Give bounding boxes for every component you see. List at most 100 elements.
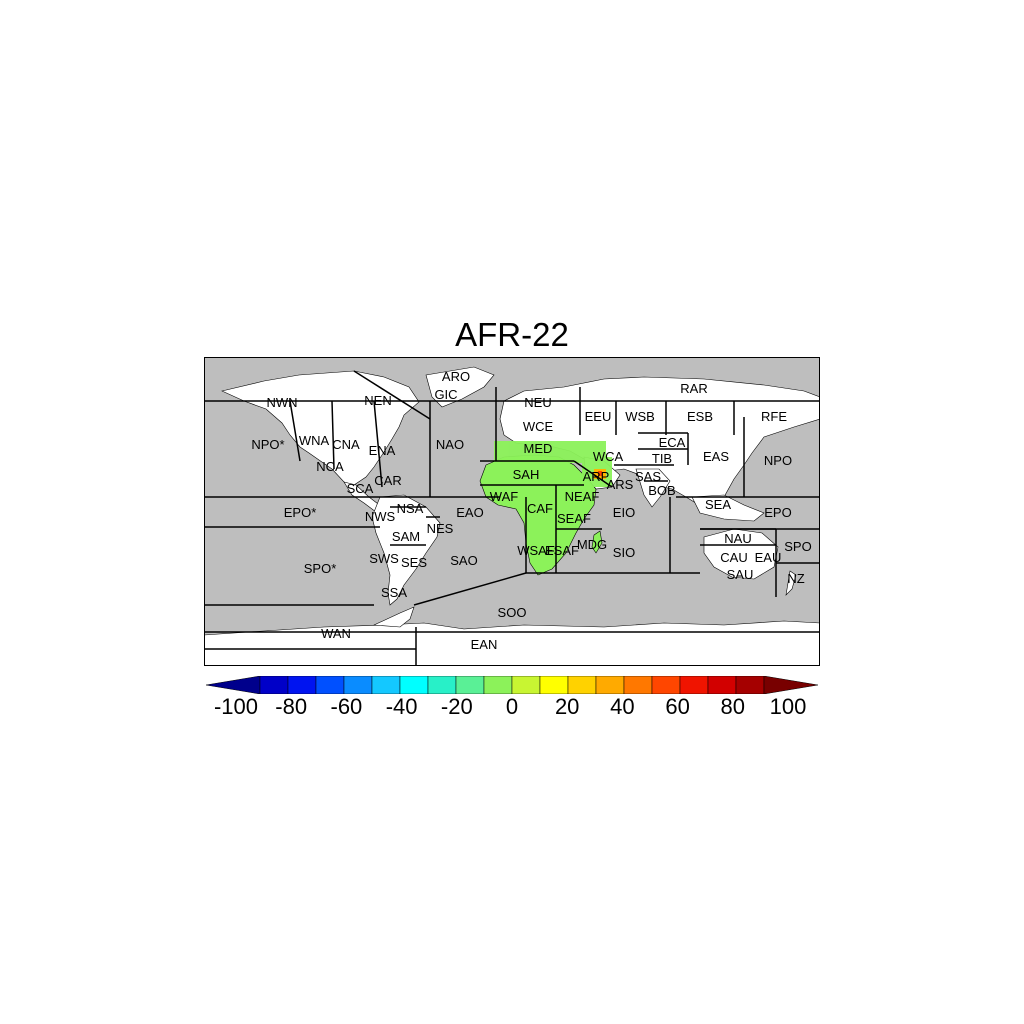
region-label: MED bbox=[524, 441, 553, 456]
region-label: EPO* bbox=[284, 505, 317, 520]
region-label: MDG bbox=[577, 537, 607, 552]
colorbar-cell bbox=[595, 676, 625, 694]
region-label: SAS bbox=[635, 469, 661, 484]
colorbar-cell bbox=[371, 676, 401, 694]
world-map: RAR ARO GIC NWN NEN NEU WCE EEU WSB ESB … bbox=[204, 357, 820, 666]
colorbar-cell bbox=[651, 676, 681, 694]
colorbar-cell bbox=[707, 676, 737, 694]
region-label: ESB bbox=[687, 409, 713, 424]
colorbar-tick-label: 60 bbox=[665, 694, 690, 719]
colorbar-tick-label: 100 bbox=[769, 694, 807, 719]
colorbar-tick-label: -20 bbox=[440, 694, 473, 719]
boundary-arp bbox=[573, 460, 613, 488]
region-label: SCA bbox=[347, 481, 374, 496]
region-label: EAN bbox=[471, 637, 498, 652]
region-label: WAN bbox=[321, 626, 351, 641]
region-label: NEN bbox=[364, 393, 391, 408]
region-label: ARP bbox=[583, 469, 610, 484]
region-label: ECA bbox=[659, 435, 686, 450]
region-label: RAR bbox=[680, 381, 707, 396]
region-label: NCA bbox=[316, 459, 344, 474]
region-label: NAU bbox=[724, 531, 751, 546]
boundary-na-north bbox=[353, 370, 431, 420]
region-label: WSB bbox=[625, 409, 655, 424]
colorbar-cell bbox=[623, 676, 653, 694]
land-australia bbox=[703, 528, 779, 580]
map-title: AFR-22 bbox=[455, 316, 569, 353]
region-label: SIO bbox=[613, 545, 635, 560]
hotspot-red-sea-core bbox=[598, 471, 602, 476]
colorbar-extend-low bbox=[206, 676, 261, 694]
region-label: EIO bbox=[613, 505, 635, 520]
map-frame bbox=[204, 357, 820, 666]
land-new-zealand bbox=[785, 570, 797, 596]
region-label: BOB bbox=[648, 483, 675, 498]
colorbar-cell bbox=[735, 676, 765, 694]
colorbar-tick-label: -60 bbox=[330, 694, 363, 719]
region-label: EAS bbox=[703, 449, 729, 464]
region-label: TIB bbox=[652, 451, 672, 466]
colorbar-cell bbox=[455, 676, 485, 694]
domain-coverage bbox=[494, 441, 612, 487]
colorbar-cell bbox=[511, 676, 541, 694]
land-north-america bbox=[221, 370, 420, 486]
region-label: NWS bbox=[365, 509, 396, 524]
region-label: WCA bbox=[593, 449, 624, 464]
region-label: SAM bbox=[392, 529, 420, 544]
boundary-na-west bbox=[289, 400, 301, 462]
region-label: NZ bbox=[787, 571, 804, 586]
colorbar-cell bbox=[567, 676, 597, 694]
region-label: CAU bbox=[720, 550, 747, 565]
colorbar-labels: -100 -80 -60 -40 -20 0 20 40 60 80 100 bbox=[0, 694, 1024, 724]
region-label: SPO* bbox=[304, 561, 337, 576]
region-boundaries bbox=[204, 370, 820, 666]
land-greenland bbox=[425, 366, 495, 408]
colorbar-cell bbox=[287, 676, 317, 694]
region-label: SEAF bbox=[557, 511, 591, 526]
region-label: SAH bbox=[513, 467, 540, 482]
hotspot-marks bbox=[594, 469, 606, 479]
colorbar bbox=[206, 676, 818, 694]
domain-north-strip bbox=[494, 441, 606, 463]
colorbar-cell bbox=[539, 676, 569, 694]
colorbar-tick-label: 20 bbox=[554, 694, 580, 719]
region-label: NPO bbox=[764, 453, 792, 468]
colorbar-tick-label: 40 bbox=[610, 694, 635, 719]
land-madagascar bbox=[591, 530, 603, 554]
colorbar-tick-label: 80 bbox=[720, 694, 746, 719]
region-label: SES bbox=[401, 555, 427, 570]
colorbar-cell bbox=[483, 676, 513, 694]
region-label: ARS bbox=[607, 477, 634, 492]
land-india bbox=[635, 468, 671, 508]
region-label: SOO bbox=[498, 605, 527, 620]
colorbar-tick-label: 0 bbox=[505, 694, 519, 719]
region-label: SEA bbox=[705, 497, 731, 512]
region-label: EPO bbox=[764, 505, 791, 520]
region-label: NSA bbox=[397, 501, 424, 516]
colorbar-cell bbox=[399, 676, 429, 694]
region-label: NAO bbox=[436, 437, 464, 452]
region-label: ESAF bbox=[545, 543, 579, 558]
colorbar-extend-high bbox=[763, 676, 818, 694]
region-label: NEU bbox=[524, 395, 551, 410]
region-label: EAU bbox=[755, 550, 782, 565]
region-label: ARO bbox=[442, 369, 470, 384]
region-label: SSA bbox=[381, 585, 407, 600]
region-label: GIC bbox=[434, 387, 457, 402]
region-label: RFE bbox=[761, 409, 787, 424]
region-label: NWN bbox=[266, 395, 297, 410]
region-label: WSAF bbox=[517, 543, 555, 558]
region-label: CNA bbox=[332, 437, 360, 452]
colorbar-cell bbox=[427, 676, 457, 694]
region-label: NEAF bbox=[565, 489, 600, 504]
region-label: SAO bbox=[450, 553, 477, 568]
region-label: SWS bbox=[369, 551, 399, 566]
region-label: ENA bbox=[369, 443, 396, 458]
region-label: NPO* bbox=[251, 437, 284, 452]
region-label: SPO bbox=[784, 539, 811, 554]
colorbar-cell bbox=[315, 676, 345, 694]
region-label: EAO bbox=[456, 505, 483, 520]
colorbar-cell bbox=[343, 676, 373, 694]
region-label: CAF bbox=[527, 501, 553, 516]
region-label: WNA bbox=[299, 433, 330, 448]
